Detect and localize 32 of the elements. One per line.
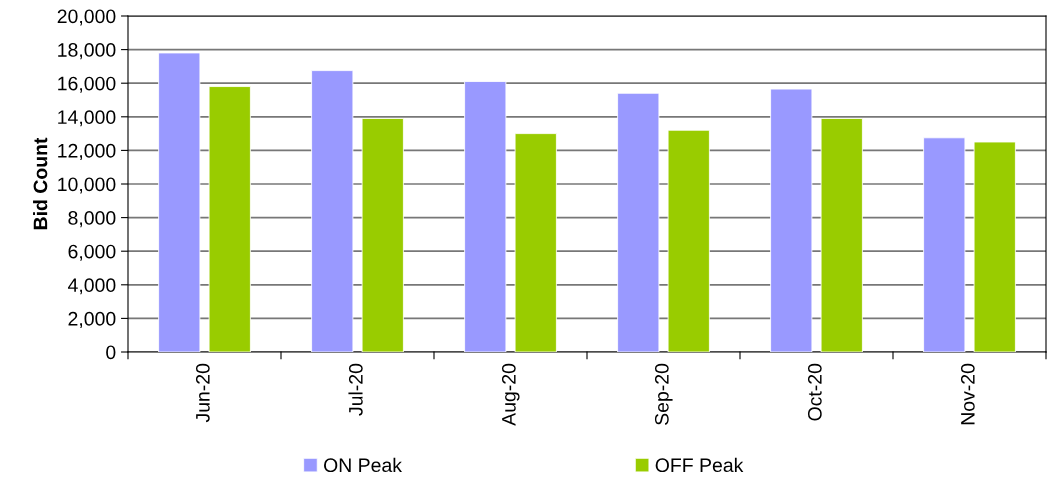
bar bbox=[361, 118, 404, 352]
bar bbox=[973, 141, 1016, 352]
y-tick-label: 6,000 bbox=[68, 244, 116, 261]
y-tick-label: 10,000 bbox=[58, 177, 116, 194]
x-tick-label: Nov-20 bbox=[960, 363, 975, 425]
bar bbox=[311, 70, 354, 352]
bar bbox=[923, 137, 966, 352]
bar bbox=[158, 52, 201, 352]
y-tick-label: 8,000 bbox=[68, 211, 116, 228]
y-tick-label: 4,000 bbox=[67, 278, 116, 295]
bar bbox=[820, 118, 863, 352]
y-tick-label: 16,000 bbox=[58, 76, 116, 93]
y-tick-label: 2,000 bbox=[68, 311, 116, 328]
x-tick-label: Oct-20 bbox=[807, 363, 822, 421]
y-tick-label: 0 bbox=[106, 345, 116, 360]
y-tick-label: 12,000 bbox=[58, 143, 116, 160]
y-tick-label: 14,000 bbox=[58, 110, 116, 127]
x-tick-label: Sep-20 bbox=[654, 363, 673, 425]
y-tick-label: 18,000 bbox=[58, 43, 116, 60]
bar bbox=[514, 133, 557, 352]
bar bbox=[617, 92, 660, 352]
bar bbox=[208, 86, 251, 352]
x-tick-label: Jun-20 bbox=[195, 363, 210, 423]
y-tick-label: 20,000 bbox=[57, 9, 116, 26]
legend-label: ON Peak bbox=[324, 457, 403, 473]
bar bbox=[464, 81, 507, 352]
x-tick-label: Aug-20 bbox=[501, 363, 520, 426]
bar bbox=[770, 88, 813, 352]
legend-label: OFF Peak bbox=[655, 457, 744, 473]
x-tick-label: Jul-20 bbox=[348, 363, 363, 416]
bar bbox=[667, 129, 710, 352]
y-axis-title: Bid Count bbox=[33, 137, 48, 230]
